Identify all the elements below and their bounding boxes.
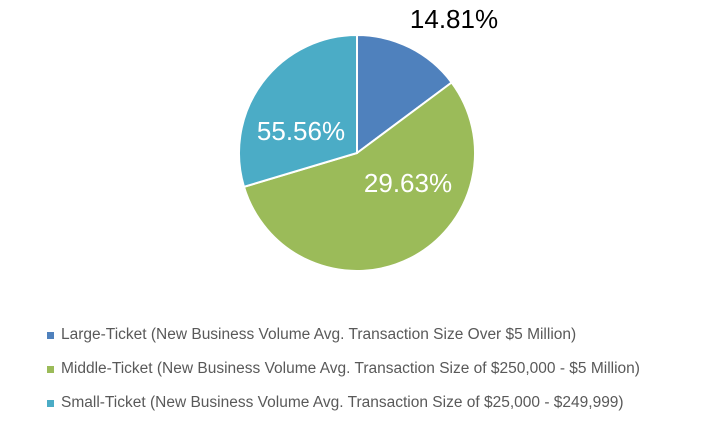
- legend-item-middle-ticket: Middle-Ticket (New Business Volume Avg. …: [47, 352, 640, 386]
- pie-slice-middle-ticket: [242, 81, 476, 272]
- data-label-large-ticket: 14.81%: [410, 4, 498, 34]
- data-label-small-ticket: 29.63%: [364, 168, 452, 198]
- legend-swatch: [47, 365, 54, 373]
- data-label-middle-ticket: 55.56%: [257, 116, 345, 146]
- legend-label: Small-Ticket (New Business Volume Avg. T…: [61, 394, 624, 411]
- legend-item-large-ticket: Large-Ticket (New Business Volume Avg. T…: [47, 318, 640, 352]
- legend-swatch: [47, 331, 54, 339]
- pie-slice-large-ticket: [356, 33, 454, 155]
- legend-label: Large-Ticket (New Business Volume Avg. T…: [61, 326, 577, 343]
- legend-swatch: [47, 399, 54, 407]
- legend-item-small-ticket: Small-Ticket (New Business Volume Avg. T…: [47, 386, 640, 420]
- legend: Large-Ticket (New Business Volume Avg. T…: [47, 318, 640, 420]
- legend-label: Middle-Ticket (New Business Volume Avg. …: [61, 360, 640, 377]
- pie-slice-small-ticket: [238, 33, 358, 189]
